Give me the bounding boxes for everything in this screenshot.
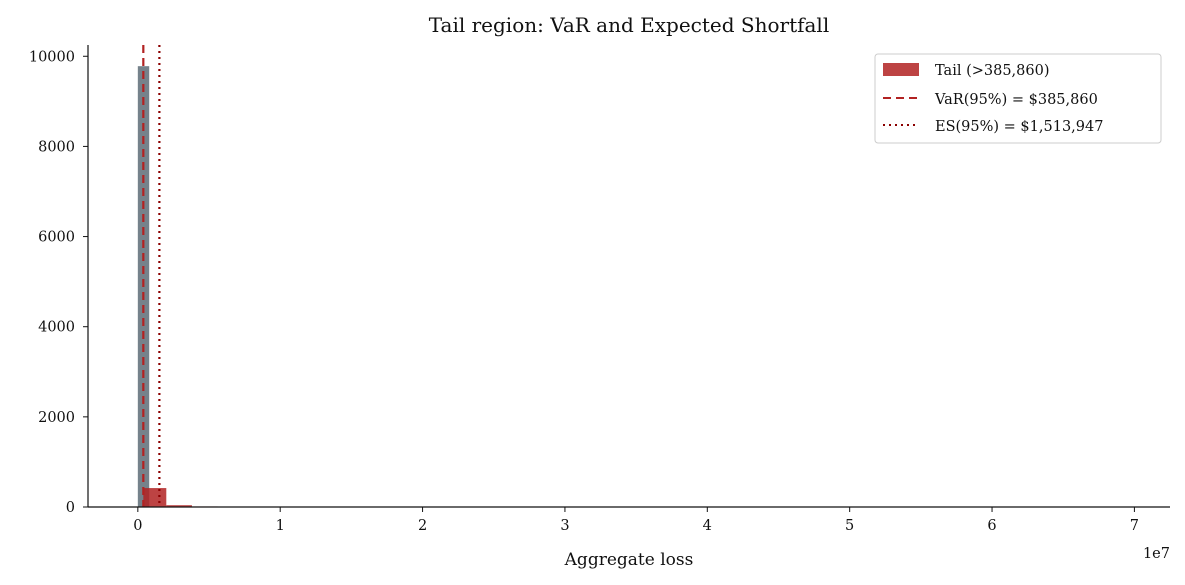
x-tick-label: 1 <box>276 518 285 534</box>
y-tick-label: 0 <box>66 500 75 516</box>
x-axis-label: Aggregate loss <box>564 550 694 570</box>
legend: Tail (>385,860) VaR(95%) = $385,860 ES(9… <box>874 53 1162 144</box>
y-tick-label: 2000 <box>38 410 75 426</box>
y-tick-label: 4000 <box>38 320 75 336</box>
legend-swatch-tail <box>883 63 919 76</box>
x-tick-label: 2 <box>418 518 427 534</box>
x-axis-offset-text: 1e7 <box>1143 546 1170 562</box>
y-axis-ticks: 0 2000 4000 6000 8000 10000 <box>29 49 88 516</box>
x-axis-ticks: 0 1 2 3 4 5 6 7 <box>133 507 1139 534</box>
y-tick-label: 6000 <box>38 230 75 246</box>
histogram-bar-s1-1 <box>166 505 192 507</box>
legend-label-tail: Tail (>385,860) <box>935 63 1050 79</box>
legend-frame <box>874 53 1162 144</box>
chart-title: Tail region: VaR and Expected Shortfall <box>429 13 829 37</box>
reference-lines <box>142 45 161 507</box>
x-tick-label: 3 <box>560 518 569 534</box>
x-tick-label: 6 <box>987 518 996 534</box>
histogram-bars <box>137 66 244 507</box>
y-tick-label: 8000 <box>38 139 75 155</box>
legend-label-var: VaR(95%) = $385,860 <box>934 92 1098 108</box>
x-tick-label: 4 <box>703 518 712 534</box>
x-tick-label: 7 <box>1130 518 1139 534</box>
legend-label-es: ES(95%) = $1,513,947 <box>935 119 1103 135</box>
histogram-bar-s1-0 <box>143 488 167 507</box>
x-tick-label: 0 <box>133 518 142 534</box>
x-tick-label: 5 <box>845 518 854 534</box>
y-tick-label: 10000 <box>29 49 75 65</box>
